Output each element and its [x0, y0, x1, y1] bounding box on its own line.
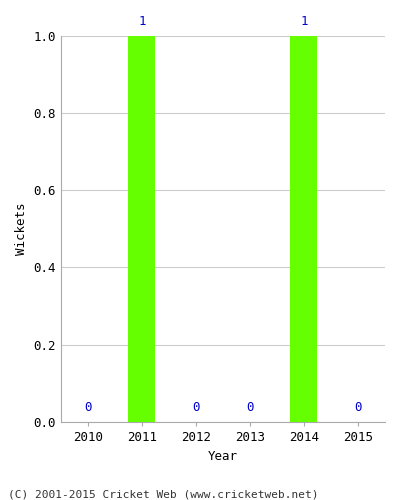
Text: 0: 0	[84, 401, 92, 414]
Bar	[128, 36, 156, 422]
Text: 0: 0	[192, 401, 200, 414]
Bar	[290, 36, 318, 422]
Y-axis label: Wickets: Wickets	[15, 202, 28, 255]
Text: 1: 1	[300, 15, 308, 28]
Text: 1: 1	[138, 15, 146, 28]
X-axis label: Year: Year	[208, 450, 238, 462]
Text: (C) 2001-2015 Cricket Web (www.cricketweb.net): (C) 2001-2015 Cricket Web (www.cricketwe…	[8, 490, 318, 500]
Text: 0: 0	[246, 401, 254, 414]
Text: 0: 0	[354, 401, 362, 414]
